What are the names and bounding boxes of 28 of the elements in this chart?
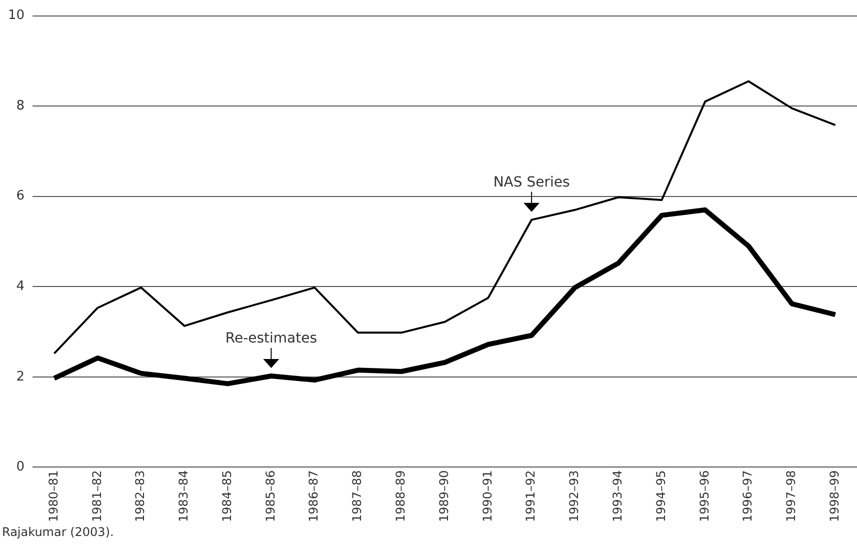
x-tick-label: 1994–95 [654,470,668,522]
x-tick-label: 1991–92 [524,470,538,522]
x-tick-label: 1984–85 [220,470,234,522]
x-tick-label: 1993–94 [610,470,624,522]
y-tick-label: 10 [8,8,25,24]
x-tick-label: 1982–83 [133,470,148,522]
x-tick-label: 1983–84 [176,470,191,522]
y-tick-label: 8 [16,98,25,114]
x-tick-label: 1986–87 [306,470,321,522]
x-tick-label: 1997–98 [784,470,798,522]
x-tick-label: 1981–82 [90,470,104,522]
y-tick-label: 4 [16,279,25,294]
x-tick-label: 1996–97 [740,470,755,522]
annotation: Re-estimates [225,330,318,347]
x-tick-label: 1995–96 [697,470,712,522]
x-tick-label: 1988–89 [394,470,408,522]
text: Rajakumar (2003). [1,525,115,539]
x-tick-label: 1998–99 [827,470,842,522]
x-tick-label: 1987–88 [350,470,364,522]
x-tick-label: 1989–90 [436,470,451,522]
y-tick-label: 2 [16,369,25,384]
y-tick-label: 0 [16,460,25,475]
y-tick-label: 6 [16,188,25,204]
x-tick-label: 1990–91 [480,470,494,522]
x-tick-label: 1985–86 [263,470,278,522]
annotation: NAS Series [493,174,570,190]
x-tick-label: 1980–81 [46,470,60,522]
x-tick-label: 1992–93 [567,470,582,522]
